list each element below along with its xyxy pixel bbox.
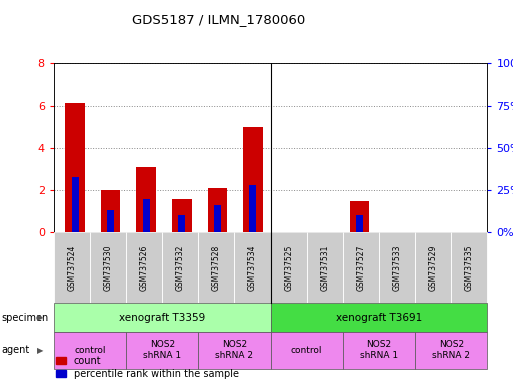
Bar xyxy=(208,188,227,232)
Text: NOS2
shRNA 1: NOS2 shRNA 1 xyxy=(360,340,398,361)
Text: NOS2
shRNA 1: NOS2 shRNA 1 xyxy=(143,340,181,361)
Text: xenograft T3691: xenograft T3691 xyxy=(336,313,422,323)
Text: control: control xyxy=(291,346,323,355)
Bar xyxy=(172,199,191,232)
Bar xyxy=(107,210,114,232)
Bar xyxy=(214,205,221,232)
Bar xyxy=(66,104,85,232)
Text: NOS2
shRNA 2: NOS2 shRNA 2 xyxy=(432,340,470,361)
Text: GSM737525: GSM737525 xyxy=(284,245,293,291)
Text: NOS2
shRNA 2: NOS2 shRNA 2 xyxy=(215,340,253,361)
Text: GSM737528: GSM737528 xyxy=(212,245,221,291)
Text: ▶: ▶ xyxy=(37,313,44,322)
Bar xyxy=(72,177,78,232)
Bar xyxy=(243,127,263,232)
Text: GSM737529: GSM737529 xyxy=(429,245,438,291)
Text: GSM737527: GSM737527 xyxy=(357,245,365,291)
Legend: count, percentile rank within the sample: count, percentile rank within the sample xyxy=(56,356,239,379)
Text: GSM737530: GSM737530 xyxy=(104,245,112,291)
Text: specimen: specimen xyxy=(1,313,48,323)
Text: GDS5187 / ILMN_1780060: GDS5187 / ILMN_1780060 xyxy=(132,13,305,26)
Text: control: control xyxy=(74,346,106,355)
Bar xyxy=(249,185,256,232)
Text: GSM737534: GSM737534 xyxy=(248,245,257,291)
Text: GSM737531: GSM737531 xyxy=(320,245,329,291)
Bar xyxy=(350,200,369,232)
Text: GSM737524: GSM737524 xyxy=(67,245,76,291)
Bar xyxy=(143,199,150,232)
Bar xyxy=(356,215,363,232)
Text: GSM737533: GSM737533 xyxy=(392,245,402,291)
Text: GSM737526: GSM737526 xyxy=(140,245,149,291)
Text: GSM737535: GSM737535 xyxy=(465,245,474,291)
Bar xyxy=(136,167,156,232)
Text: agent: agent xyxy=(1,345,29,356)
Bar xyxy=(101,190,121,232)
Text: ▶: ▶ xyxy=(37,346,44,355)
Bar xyxy=(179,215,185,232)
Text: xenograft T3359: xenograft T3359 xyxy=(119,313,205,323)
Text: GSM737532: GSM737532 xyxy=(176,245,185,291)
